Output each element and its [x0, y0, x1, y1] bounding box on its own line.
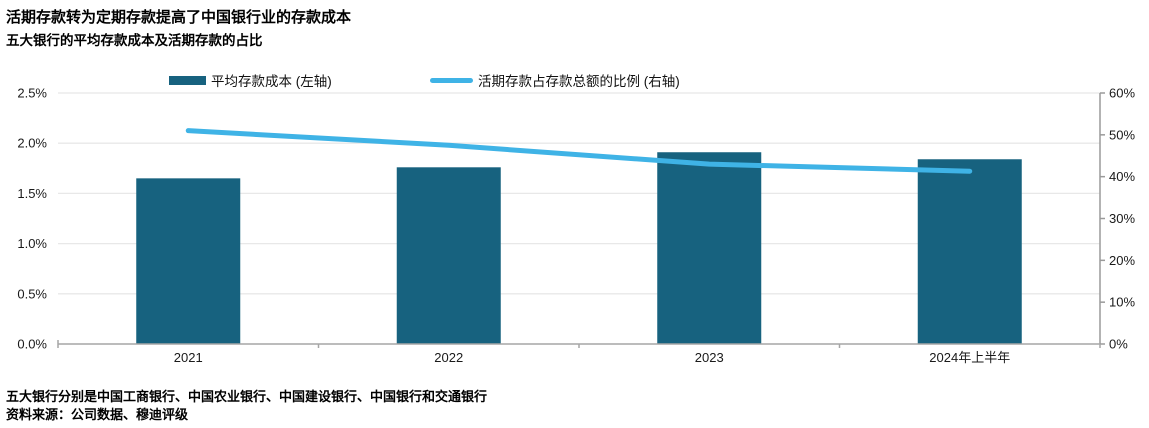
- left-axis-tick-label: 0.5%: [17, 286, 47, 301]
- right-axis-tick-label: 10%: [1109, 295, 1135, 310]
- deposit-cost-bar: [917, 159, 1022, 344]
- combo-chart-plot: 0.0% 0.5% 1.0% 1.5% 2.0% 2.5% 0% 10% 20% 30% 40% 50…: [17, 88, 1135, 365]
- legend-item-demand-deposit-ratio: 活期存款占存款总额的比例 (右轴): [430, 70, 680, 90]
- deposit-cost-bar: [657, 152, 762, 344]
- right-axis-tick-label: 20%: [1109, 253, 1135, 268]
- x-axis-category-label: 2022: [434, 350, 463, 365]
- right-axis-tick-label: 30%: [1109, 211, 1135, 226]
- demand-deposit-ratio-line: [185, 128, 973, 174]
- x-axis-category-label: 2024年上半年: [929, 350, 1010, 365]
- bar-series-swatch-icon: [169, 75, 206, 85]
- right-axis-tick-label: 0%: [1109, 337, 1128, 352]
- deposit-cost-bar: [396, 167, 501, 344]
- x-axis-category-label: 2023: [695, 350, 724, 365]
- left-axis-tick-label: 2.5%: [17, 88, 47, 101]
- right-axis-tick-label: 50%: [1109, 127, 1135, 142]
- footnote: 五大银行分别是中国工商银行、中国农业银行、中国建设银行、中国银行和交通银行: [6, 389, 488, 404]
- legend-item-avg-deposit-cost: 平均存款成本 (左轴): [169, 70, 332, 90]
- right-axis-tick-label: 40%: [1109, 169, 1135, 184]
- source-line: 资料来源：公司数据、穆迪评级: [6, 407, 189, 422]
- left-axis-tick-label: 1.0%: [17, 236, 47, 251]
- x-axis-category-label: 2021: [174, 350, 203, 365]
- legend-label-avg-deposit-cost: 平均存款成本 (左轴): [211, 74, 332, 89]
- right-axis-tick-label: 60%: [1109, 88, 1135, 101]
- left-axis-tick-label: 2.0%: [17, 136, 47, 151]
- chart-subtitle: 五大银行的平均存款成本及活期存款的占比: [6, 33, 263, 48]
- legend-label-demand-deposit-ratio: 活期存款占存款总额的比例 (右轴): [478, 74, 680, 89]
- deposit-cost-bar: [136, 178, 241, 344]
- left-axis-tick-label: 0.0%: [17, 337, 47, 352]
- chart-title: 活期存款转为定期存款提高了中国银行业的存款成本: [6, 9, 352, 26]
- left-axis-tick-label: 1.5%: [17, 186, 47, 201]
- line-series-swatch-icon: [430, 77, 473, 83]
